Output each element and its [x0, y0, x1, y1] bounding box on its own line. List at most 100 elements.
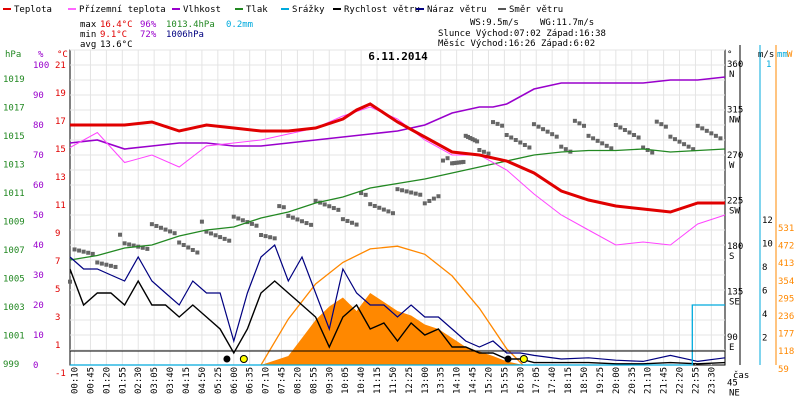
point-wind-dir — [172, 231, 177, 236]
point-wind-dir — [68, 279, 72, 284]
stats-ws: WS:9.5m/s — [470, 18, 519, 28]
point-wind-dir — [563, 147, 568, 152]
tick-time: 22:55 — [691, 367, 701, 394]
point-wind-dir — [650, 150, 655, 155]
point-wind-dir — [199, 219, 204, 224]
stats-avg-label: avg — [80, 40, 96, 50]
tick-time: 06:00 — [230, 367, 240, 394]
point-wind-dir — [695, 123, 700, 128]
point-wind-dir — [622, 128, 627, 132]
tick-time: 17:05 — [532, 367, 542, 394]
tick-time: 03:05 — [150, 367, 160, 394]
tick-pct: 0 — [33, 361, 38, 371]
point-wind-dir — [461, 159, 466, 164]
point-wind-dir — [627, 130, 632, 135]
tick-w: 118 — [778, 347, 794, 357]
series-solar-max — [260, 245, 524, 366]
point-wind-dir — [404, 189, 409, 194]
stats-max-press: 1013.4hPa — [166, 20, 215, 30]
tick-pct: 20 — [33, 301, 44, 311]
point-wind-dir — [345, 218, 350, 223]
tick-dir: E — [729, 343, 734, 353]
axis-unit-w: W — [787, 50, 793, 60]
point-wind-dir — [127, 242, 132, 247]
tick-time: 11:15 — [373, 367, 383, 394]
point-wind-dir — [177, 240, 182, 245]
tick-hpa: 1011 — [3, 189, 25, 199]
tick-time: 09:30 — [325, 367, 335, 394]
tick-degc: 19 — [55, 89, 66, 99]
point-wind-dir — [541, 127, 546, 132]
point-wind-dir — [190, 248, 195, 252]
tick-time: 10:05 — [341, 367, 351, 394]
point-wind-dir — [268, 235, 273, 240]
point-wind-dir — [418, 192, 423, 197]
tick-hpa: 1007 — [3, 246, 25, 256]
point-wind-dir — [409, 190, 414, 195]
point-wind-dir — [309, 222, 314, 227]
point-wind-dir — [477, 148, 482, 152]
point-wind-dir — [536, 124, 541, 129]
point-wind-dir — [227, 238, 232, 243]
point-wind-dir — [554, 134, 559, 139]
axis-unit-mm: mm — [777, 50, 788, 60]
moon-marker — [223, 355, 231, 363]
point-wind-dir — [495, 121, 500, 126]
tick-pct: 90 — [33, 91, 44, 101]
axis-unit-ms: m/s — [758, 50, 774, 60]
point-wind-dir — [500, 123, 505, 128]
tick-hpa: 1019 — [3, 75, 25, 85]
tick-time: 22:20 — [676, 367, 686, 394]
point-wind-dir — [470, 137, 475, 142]
series-wind — [69, 268, 726, 365]
tick-dir: SE — [729, 298, 740, 308]
tick-time: 14:10 — [453, 367, 463, 394]
point-wind-dir — [513, 138, 518, 142]
stats-min-label: min — [80, 30, 96, 40]
point-wind-dir — [431, 196, 436, 201]
point-wind-dir — [240, 218, 245, 223]
stats-min-press: 1006hPa — [166, 30, 204, 40]
tick-time: 12:25 — [405, 367, 415, 394]
point-wind-dir — [550, 132, 555, 137]
moonrise-marker — [504, 355, 512, 363]
tick-time: 13:35 — [437, 367, 447, 394]
tick-time: 08:20 — [293, 367, 303, 394]
tick-ms: 4 — [762, 310, 767, 320]
tick-hpa: 1017 — [3, 104, 25, 114]
point-wind-dir — [168, 229, 173, 234]
tick-time: 01:20 — [102, 367, 112, 394]
point-wind-dir — [281, 205, 286, 210]
tick-degc: 5 — [55, 285, 60, 295]
point-wind-dir — [236, 216, 241, 221]
point-wind-dir — [586, 133, 591, 138]
series-ground-temp — [69, 106, 726, 246]
point-wind-dir — [591, 136, 596, 141]
point-wind-dir — [313, 198, 318, 203]
point-wind-dir — [686, 144, 691, 149]
tick-degc: 1 — [55, 341, 60, 351]
point-wind-dir — [322, 202, 327, 207]
stats-min-hum: 72% — [140, 30, 157, 40]
sunrise-marker — [239, 355, 248, 363]
tick-pct: 40 — [33, 241, 44, 251]
point-wind-dir — [718, 136, 723, 141]
point-wind-dir — [654, 119, 659, 124]
point-wind-dir — [422, 201, 427, 206]
axis-unit-degc: °C — [57, 50, 68, 60]
point-wind-dir — [504, 133, 509, 137]
stats-max-temp: 16.4°C — [100, 20, 133, 30]
tick-deg: 315 — [727, 106, 743, 116]
point-wind-dir — [145, 246, 150, 251]
legend-label: Náraz větru — [427, 5, 487, 15]
point-wind-dir — [609, 146, 614, 151]
point-wind-dir — [436, 194, 441, 199]
point-wind-dir — [259, 233, 264, 237]
tick-time: 14:45 — [469, 367, 479, 394]
axis-unit-hpa: hPa — [5, 50, 21, 60]
series-pressure — [69, 148, 726, 261]
point-wind-dir — [209, 231, 214, 236]
tick-hpa: 1001 — [3, 332, 25, 342]
